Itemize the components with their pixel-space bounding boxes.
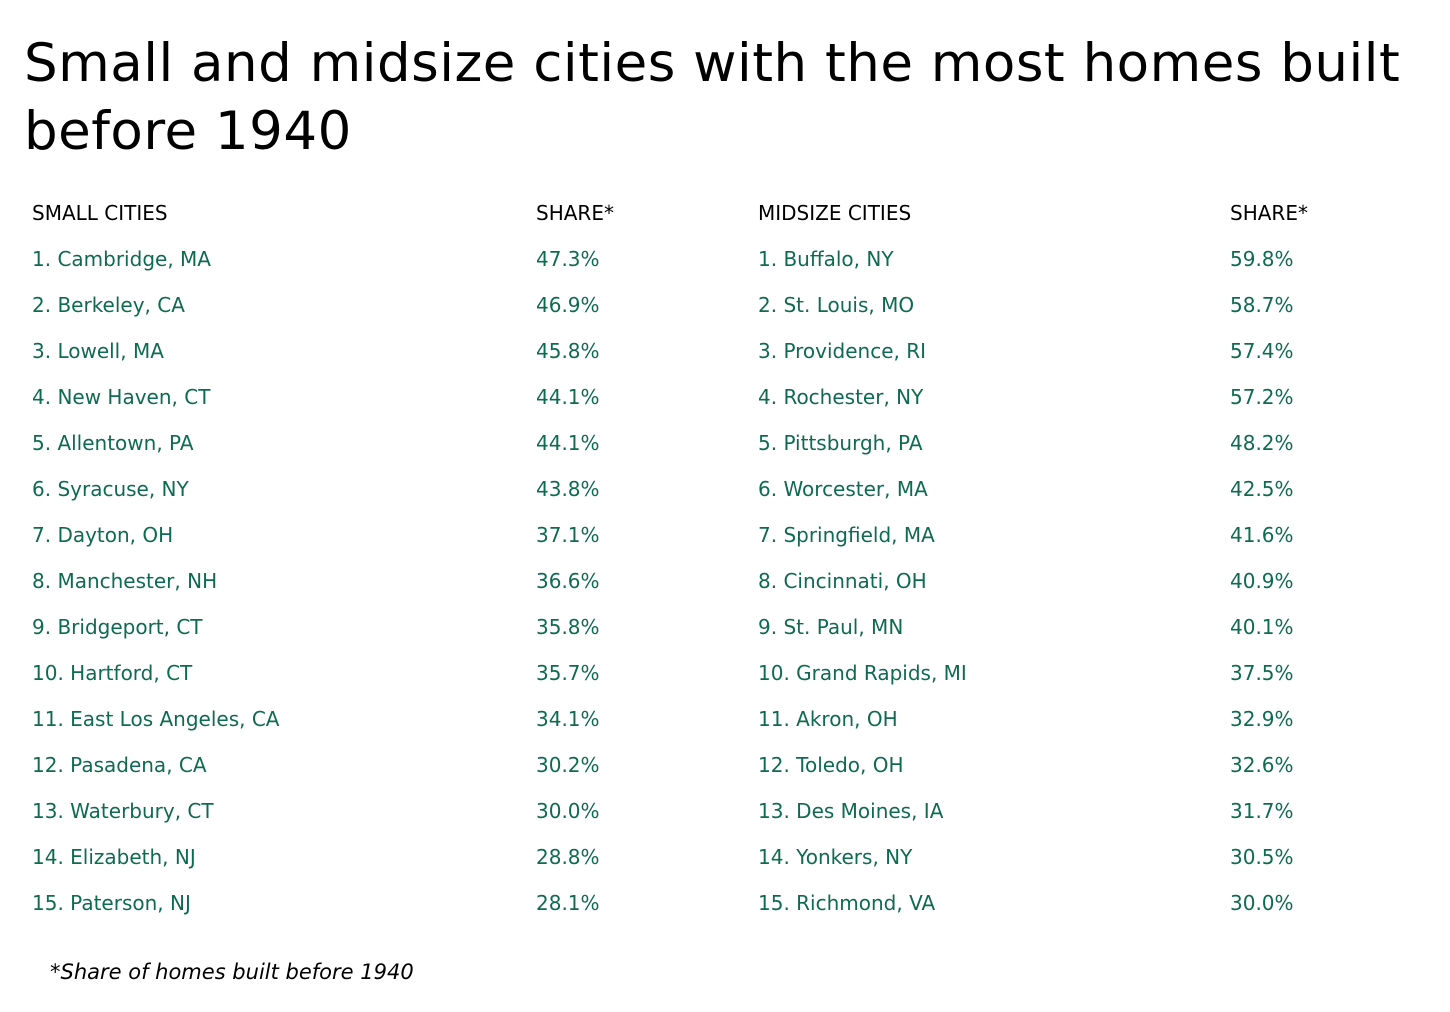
small-city-name: 12. Pasadena, CA (32, 753, 207, 777)
midsize-city-name: 8. Cincinnati, OH (758, 569, 927, 593)
table-row: 6. Syracuse, NY 43.8% 6. Worcester, MA 42.5… (32, 466, 1432, 512)
small-city-name: 7. Dayton, OH (32, 523, 174, 547)
table-row: 3. Lowell, MA 45.8% 3. Providence, RI 57.4% (32, 328, 1432, 374)
midsize-city-share: 58.7% (1230, 293, 1294, 317)
table-row: 14. Elizabeth, NJ 28.8% 14. Yonkers, NY 30.… (32, 834, 1432, 880)
small-city-name: 13. Waterbury, CT (32, 799, 214, 823)
small-city-name: 10. Hartford, CT (32, 661, 193, 685)
small-city-share: 28.1% (536, 891, 600, 915)
header-midsize-cities: MIDSIZE CITIES (758, 201, 912, 225)
midsize-city-share: 31.7% (1230, 799, 1294, 823)
midsize-city-name: 2. St. Louis, MO (758, 293, 915, 317)
midsize-city-share: 57.2% (1230, 385, 1294, 409)
header-midsize-share: SHARE* (1230, 201, 1308, 225)
small-city-share: 43.8% (536, 477, 600, 501)
table-row: 12. Pasadena, CA 30.2% 12. Toledo, OH 32.6% (32, 742, 1432, 788)
midsize-city-name: 5. Pittsburgh, PA (758, 431, 923, 455)
midsize-city-name: 4. Rochester, NY (758, 385, 924, 409)
footnote: *Share of homes built before 1940 (50, 960, 414, 984)
table-row: 7. Dayton, OH 37.1% 7. Springfield, MA 41.6… (32, 512, 1432, 558)
table-header-row: SMALL CITIES SHARE* MIDSIZE CITIES SHARE… (32, 190, 1432, 236)
small-city-name: 14. Elizabeth, NJ (32, 845, 196, 869)
midsize-city-share: 59.8% (1230, 247, 1294, 271)
chart-title: Small and midsize cities with the most h… (24, 33, 1401, 162)
midsize-city-name: 6. Worcester, MA (758, 477, 928, 501)
midsize-city-name: 12. Toledo, OH (758, 753, 904, 777)
small-city-share: 35.7% (536, 661, 600, 685)
small-city-share: 30.2% (536, 753, 600, 777)
table-row: 9. Bridgeport, CT 35.8% 9. St. Paul, MN 40.… (32, 604, 1432, 650)
midsize-city-share: 32.9% (1230, 707, 1294, 731)
midsize-city-name: 3. Providence, RI (758, 339, 927, 363)
table-row: 5. Allentown, PA 44.1% 5. Pittsburgh, PA 48… (32, 420, 1432, 466)
midsize-city-name: 14. Yonkers, NY (758, 845, 913, 869)
midsize-city-name: 7. Springfield, MA (758, 523, 935, 547)
small-city-name: 15. Paterson, NJ (32, 891, 191, 915)
midsize-city-share: 30.5% (1230, 845, 1294, 869)
cities-table: SMALL CITIES SHARE* MIDSIZE CITIES SHARE… (32, 190, 1432, 926)
midsize-city-share: 41.6% (1230, 523, 1294, 547)
small-city-share: 36.6% (536, 569, 600, 593)
midsize-city-share: 40.1% (1230, 615, 1294, 639)
table-row: 1. Cambridge, MA 47.3% 1. Buffalo, NY 59.8% (32, 236, 1432, 282)
small-city-share: 45.8% (536, 339, 600, 363)
small-city-name: 11. East Los Angeles, CA (32, 707, 280, 731)
table-row: 10. Hartford, CT 35.7% 10. Grand Rapids, M… (32, 650, 1432, 696)
midsize-city-share: 40.9% (1230, 569, 1294, 593)
table-row: 8. Manchester, NH 36.6% 8. Cincinnati, OH 4… (32, 558, 1432, 604)
small-city-share: 37.1% (536, 523, 600, 547)
midsize-city-share: 57.4% (1230, 339, 1294, 363)
small-city-name: 1. Cambridge, MA (32, 247, 211, 271)
small-city-name: 9. Bridgeport, CT (32, 615, 203, 639)
midsize-city-name: 10. Grand Rapids, MI (758, 661, 967, 685)
table-row: 15. Paterson, NJ 28.1% 15. Richmond, VA 30.… (32, 880, 1432, 926)
table-row: 2. Berkeley, CA 46.9% 2. St. Louis, MO 58.7… (32, 282, 1432, 328)
header-small-share: SHARE* (536, 201, 614, 225)
table-row: 13. Waterbury, CT 30.0% 13. Des Moines, IA… (32, 788, 1432, 834)
small-city-name: 4. New Haven, CT (32, 385, 211, 409)
small-city-share: 47.3% (536, 247, 600, 271)
midsize-city-name: 9. St. Paul, MN (758, 615, 904, 639)
small-city-name: 2. Berkeley, CA (32, 293, 185, 317)
small-city-name: 6. Syracuse, NY (32, 477, 189, 501)
small-city-name: 3. Lowell, MA (32, 339, 164, 363)
header-small-cities: SMALL CITIES (32, 201, 168, 225)
small-city-share: 44.1% (536, 385, 600, 409)
small-city-share: 46.9% (536, 293, 600, 317)
table-row: 11. East Los Angeles, CA 34.1% 11. Akron, … (32, 696, 1432, 742)
small-city-share: 28.8% (536, 845, 600, 869)
small-city-name: 8. Manchester, NH (32, 569, 218, 593)
midsize-city-share: 48.2% (1230, 431, 1294, 455)
midsize-city-name: 15. Richmond, VA (758, 891, 936, 915)
small-city-name: 5. Allentown, PA (32, 431, 194, 455)
small-city-share: 44.1% (536, 431, 600, 455)
midsize-city-share: 37.5% (1230, 661, 1294, 685)
small-city-share: 30.0% (536, 799, 600, 823)
midsize-city-share: 42.5% (1230, 477, 1294, 501)
small-city-share: 34.1% (536, 707, 600, 731)
table-body: 1. Cambridge, MA 47.3% 1. Buffalo, NY 59.8%… (32, 236, 1432, 926)
small-city-share: 35.8% (536, 615, 600, 639)
midsize-city-name: 11. Akron, OH (758, 707, 898, 731)
midsize-city-name: 13. Des Moines, IA (758, 799, 944, 823)
table-row: 4. New Haven, CT 44.1% 4. Rochester, NY 57.… (32, 374, 1432, 420)
midsize-city-share: 30.0% (1230, 891, 1294, 915)
midsize-city-share: 32.6% (1230, 753, 1294, 777)
midsize-city-name: 1. Buffalo, NY (758, 247, 894, 271)
